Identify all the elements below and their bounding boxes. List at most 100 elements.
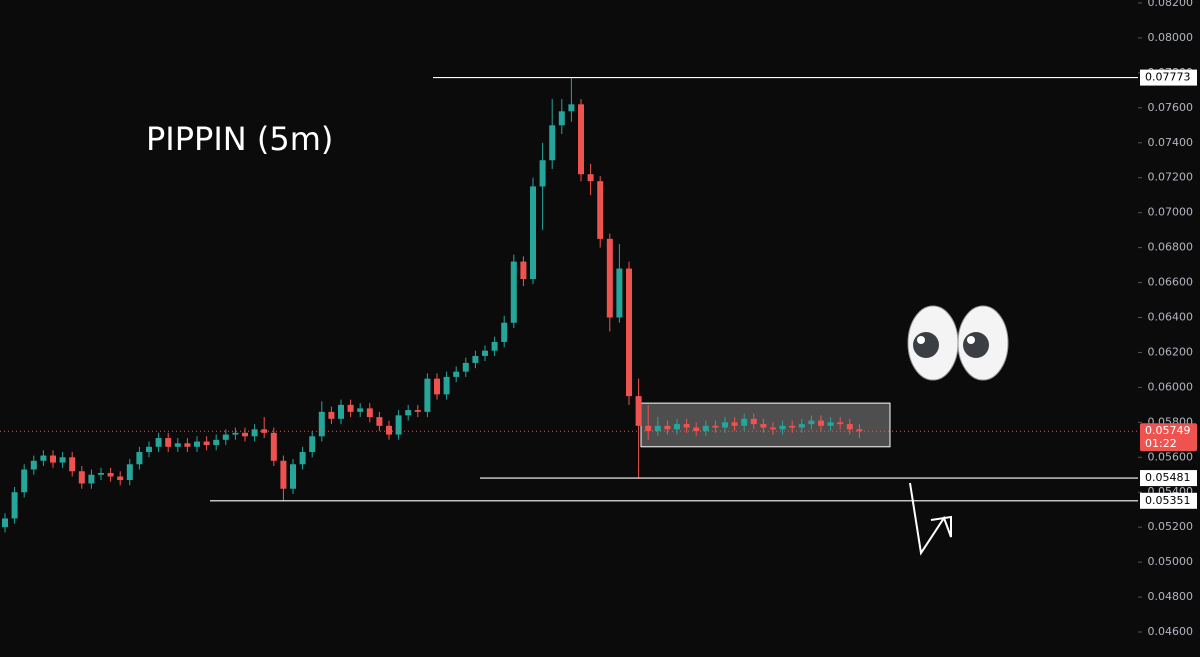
countdown-label: 01:22 [1145,437,1177,450]
candle-body [482,350,488,356]
candle-body [414,410,421,412]
candle-body [587,174,594,182]
candle-body [299,452,306,465]
candle-body [712,425,719,428]
y-tick-label: 0.08000 [1148,31,1194,44]
candle-body [78,471,85,484]
candle-body [741,418,748,426]
y-tick-label: 0.06800 [1148,241,1194,254]
candle-body [818,420,824,426]
candle-body [549,125,556,161]
y-tick-label: 0.04800 [1148,590,1194,603]
candle-body [146,446,152,453]
candle-body [328,411,335,419]
y-tick-label: 0.06600 [1148,276,1194,289]
y-tick-label: 0.05000 [1148,555,1194,568]
candle-body [251,429,258,437]
candle-body [606,238,613,318]
candle-body [530,186,536,280]
candle-body [107,473,114,477]
candle-body [136,452,143,465]
candle-body [837,422,844,425]
candle-body [338,404,344,419]
candle-body [597,181,604,239]
y-tick-label: 0.07400 [1148,136,1194,149]
candle-body [2,518,8,528]
candle-body [11,492,18,519]
y-tick-label: 0.05600 [1148,450,1194,463]
eyes-emoji [907,305,1009,381]
candle-body [126,464,133,480]
candle-body [789,425,796,428]
arrow-drawing [909,482,952,556]
candle-body [722,422,728,428]
candle-body [539,160,546,187]
y-tick-label: 0.07200 [1148,171,1194,184]
y-tick-label: 0.06000 [1148,380,1194,393]
chart-title: PIPPIN (5m) [146,120,333,158]
y-tick-label: 0.04600 [1148,625,1194,638]
candle-body [856,429,863,432]
candle-body [165,438,172,447]
candle-body [645,425,652,432]
candle-body [117,476,124,480]
candle-body [779,425,786,430]
candle-body [558,111,565,126]
candle-body [59,457,66,463]
y-tick-label: 0.07000 [1148,206,1194,219]
candle-body [30,460,37,470]
y-tick-label: 0.08200 [1148,0,1194,9]
candle-body [40,455,47,461]
candle-body [702,425,709,432]
candle-body [222,434,229,440]
y-tick-label: 0.06200 [1148,345,1194,358]
candle-body [50,455,56,463]
candle-body [798,424,805,428]
level-label-box [1140,470,1197,487]
candle-body [616,268,623,318]
candle-body [88,474,95,484]
y-tick-label: 0.06400 [1148,310,1194,323]
current-price-box [1140,423,1197,452]
candle-body [232,432,239,435]
candle-body [760,424,767,428]
candle-body [386,425,392,435]
candle-body [194,441,200,447]
candle-body [568,104,575,112]
candle-body [510,261,517,323]
y-tick-label: 0.07600 [1148,101,1194,114]
candle-body [501,322,508,342]
candle-body [635,396,642,426]
candle-body [280,460,287,489]
level-label: 0.05351 [1145,494,1191,507]
current-price-label: 0.05749 [1145,424,1191,437]
candle-body [309,436,316,453]
candle-body [213,439,220,446]
candle-body [827,422,834,426]
candle-body [242,432,248,437]
level-label-box [1140,69,1197,86]
candle-body [424,378,431,412]
candle-body [472,355,479,363]
candle-body [270,432,277,461]
candle-body [21,469,28,493]
candle-body [750,418,757,425]
candle-body [290,464,296,489]
candle-body [357,408,364,412]
candle-body [491,341,498,351]
candle-body [155,438,162,447]
candle-body [405,410,412,416]
candle-body [98,473,104,475]
candle-body [434,378,440,395]
candle-body [664,425,671,430]
level-label-box [1140,492,1197,509]
candle-body [453,371,460,377]
candle-body [347,404,354,412]
candle-body [376,417,383,426]
candle-body [626,268,632,397]
candle-body [318,411,325,437]
candle-body [731,422,738,426]
